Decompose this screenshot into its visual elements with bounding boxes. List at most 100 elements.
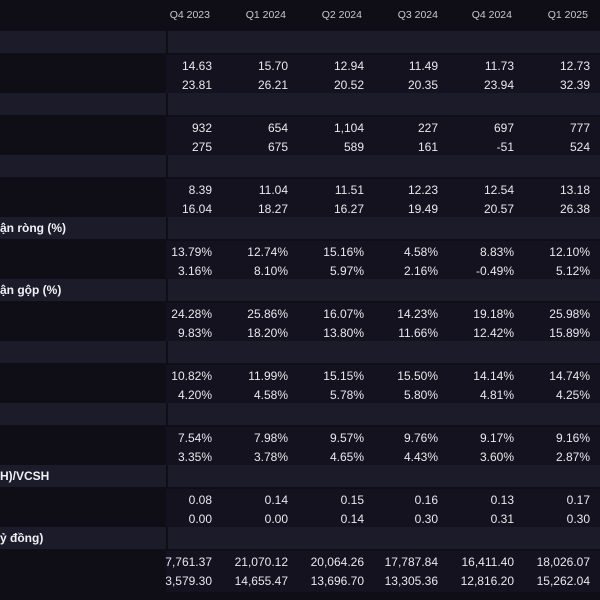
- value-cell: 16,411.40: [461, 555, 515, 569]
- table-row[interactable]: 3,579.30 14,655.47 13,696.70 13,305.36 12,81…: [0, 570, 600, 594]
- period-header[interactable]: Q1 2025: [547, 9, 588, 21]
- section-header-background: [0, 93, 600, 115]
- row-values-background: [166, 74, 600, 96]
- value-cell: 675: [267, 140, 288, 154]
- value-cell: 275: [191, 140, 212, 154]
- value-cell: 12.73: [559, 59, 590, 73]
- period-header[interactable]: Q4 2024: [471, 9, 512, 21]
- value-cell: 26.21: [257, 78, 288, 92]
- value-cell: 161: [417, 140, 438, 154]
- value-cell: 0.30: [566, 512, 590, 526]
- section-label: ận ròng (%): [0, 221, 66, 235]
- table-row[interactable]: 13.79% 12.74% 15.16% 4.58% 8.83% 12.10%: [0, 241, 600, 265]
- value-cell: 4.65%: [329, 450, 364, 464]
- row-label-area: [0, 260, 166, 282]
- value-cell: 777: [569, 121, 590, 135]
- value-cell: 25.86%: [247, 307, 288, 321]
- column-separator: [166, 527, 168, 549]
- row-values-background: [166, 260, 600, 282]
- value-cell: 4.58%: [403, 245, 438, 259]
- value-cell: 14.74%: [549, 369, 590, 383]
- value-cell: 32.39: [559, 78, 590, 92]
- value-cell: 7,761.37: [165, 555, 212, 569]
- value-cell: 932: [191, 121, 212, 135]
- table-row[interactable]: 3.16% 8.10% 5.97% 2.16% -0.49% 5.12%: [0, 260, 600, 284]
- column-separator: [166, 217, 168, 239]
- value-cell: 11.49: [408, 59, 438, 73]
- row-label-area: [0, 179, 166, 201]
- row-label-area: [0, 365, 166, 387]
- period-header[interactable]: Q1 2024: [245, 9, 286, 21]
- value-cell: 16.27: [333, 202, 364, 216]
- row-label-area: [0, 384, 166, 406]
- value-cell: 18.20%: [247, 326, 288, 340]
- table-row[interactable]: 4.20% 4.58% 5.78% 5.80% 4.81% 4.25%: [0, 384, 600, 408]
- table-row[interactable]: 24.28% 25.86% 16.07% 14.23% 19.18% 25.98%: [0, 303, 600, 327]
- section-header-background: [0, 403, 600, 425]
- value-cell: 9.17%: [479, 431, 514, 445]
- table-row[interactable]: 14.63 15.70 12.94 11.49 11.73 12.73: [0, 55, 600, 79]
- table-row[interactable]: 23.81 26.21 20.52 20.35 23.94 32.39: [0, 74, 600, 98]
- value-cell: 12.23: [407, 183, 438, 197]
- value-cell: 13.18: [559, 183, 590, 197]
- row-values-background: [166, 427, 600, 449]
- row-label-area: [0, 241, 166, 263]
- row-values-background: [166, 179, 600, 201]
- value-cell: 15.70: [257, 59, 288, 73]
- value-cell: 0.13: [490, 493, 514, 507]
- table-row[interactable]: 7.54% 7.98% 9.57% 9.76% 9.17% 9.16%: [0, 427, 600, 451]
- row-label-area: [0, 427, 166, 449]
- value-cell: 4.20%: [177, 388, 212, 402]
- value-cell: 19.49: [407, 202, 438, 216]
- value-cell: 23.94: [483, 78, 514, 92]
- value-cell: 12,816.20: [460, 574, 514, 588]
- value-cell: 24.28%: [171, 307, 212, 321]
- table-row[interactable]: 932 654 1,104 227 697 777: [0, 117, 600, 141]
- value-cell: 23.81: [181, 78, 212, 92]
- table-row[interactable]: 3.35% 3.78% 4.65% 4.43% 3.60% 2.87%: [0, 446, 600, 470]
- value-cell: 14,655.47: [234, 574, 288, 588]
- table-row[interactable]: 9.83% 18.20% 13.80% 11.66% 12.42% 15.89%: [0, 322, 600, 346]
- value-cell: 227: [417, 121, 438, 135]
- value-cell: 11.66%: [398, 326, 438, 340]
- section-header-background: [0, 465, 600, 487]
- row-values-background: [166, 489, 600, 511]
- row-values-background: [166, 365, 600, 387]
- value-cell: 20.52: [333, 78, 364, 92]
- row-label-area: [0, 508, 166, 530]
- value-cell: 0.14: [340, 512, 364, 526]
- value-cell: 9.76%: [403, 431, 438, 445]
- row-values-background: [166, 136, 600, 158]
- value-cell: 7.98%: [253, 431, 288, 445]
- row-label-area: [0, 74, 166, 96]
- row-values-background: [166, 446, 600, 468]
- table-row[interactable]: 0.08 0.14 0.15 0.16 0.13 0.17: [0, 489, 600, 513]
- row-label-area: [0, 551, 166, 573]
- value-cell: 21,070.12: [234, 555, 288, 569]
- table-row[interactable]: 10.82% 11.99% 15.15% 15.50% 14.14% 14.74%: [0, 365, 600, 389]
- table-row[interactable]: 8.39 11.04 11.51 12.23 12.54 13.18: [0, 179, 600, 203]
- value-cell: 2.87%: [555, 450, 590, 464]
- table-row[interactable]: 0.00 0.00 0.14 0.30 0.31 0.30: [0, 508, 600, 532]
- value-cell: 15.50%: [397, 369, 438, 383]
- period-header[interactable]: Q4 2023: [169, 9, 210, 21]
- section-header-background: [0, 217, 600, 239]
- value-cell: 12.94: [333, 59, 364, 73]
- table-row[interactable]: 16.04 18.27 16.27 19.49 20.57 26.38: [0, 198, 600, 222]
- section-header-row: [0, 341, 600, 365]
- value-cell: 3.16%: [177, 264, 212, 278]
- value-cell: 18,026.07: [536, 555, 590, 569]
- section-header-row: ận ròng (%): [0, 217, 600, 241]
- section-label: ỷ đồng): [0, 531, 44, 545]
- table-row[interactable]: 7,761.37 21,070.12 20,064.26 17,787.84 16,41…: [0, 551, 600, 575]
- value-cell: 26.38: [559, 202, 590, 216]
- value-cell: 15.16%: [323, 245, 364, 259]
- period-header[interactable]: Q2 2024: [321, 9, 362, 21]
- section-header-background: [0, 527, 600, 549]
- period-header[interactable]: Q3 2024: [397, 9, 438, 21]
- row-label-area: [0, 136, 166, 158]
- row-label-area: [0, 55, 166, 77]
- table-row[interactable]: 275 675 589 161 -51 524: [0, 136, 600, 160]
- row-label-area: [0, 489, 166, 511]
